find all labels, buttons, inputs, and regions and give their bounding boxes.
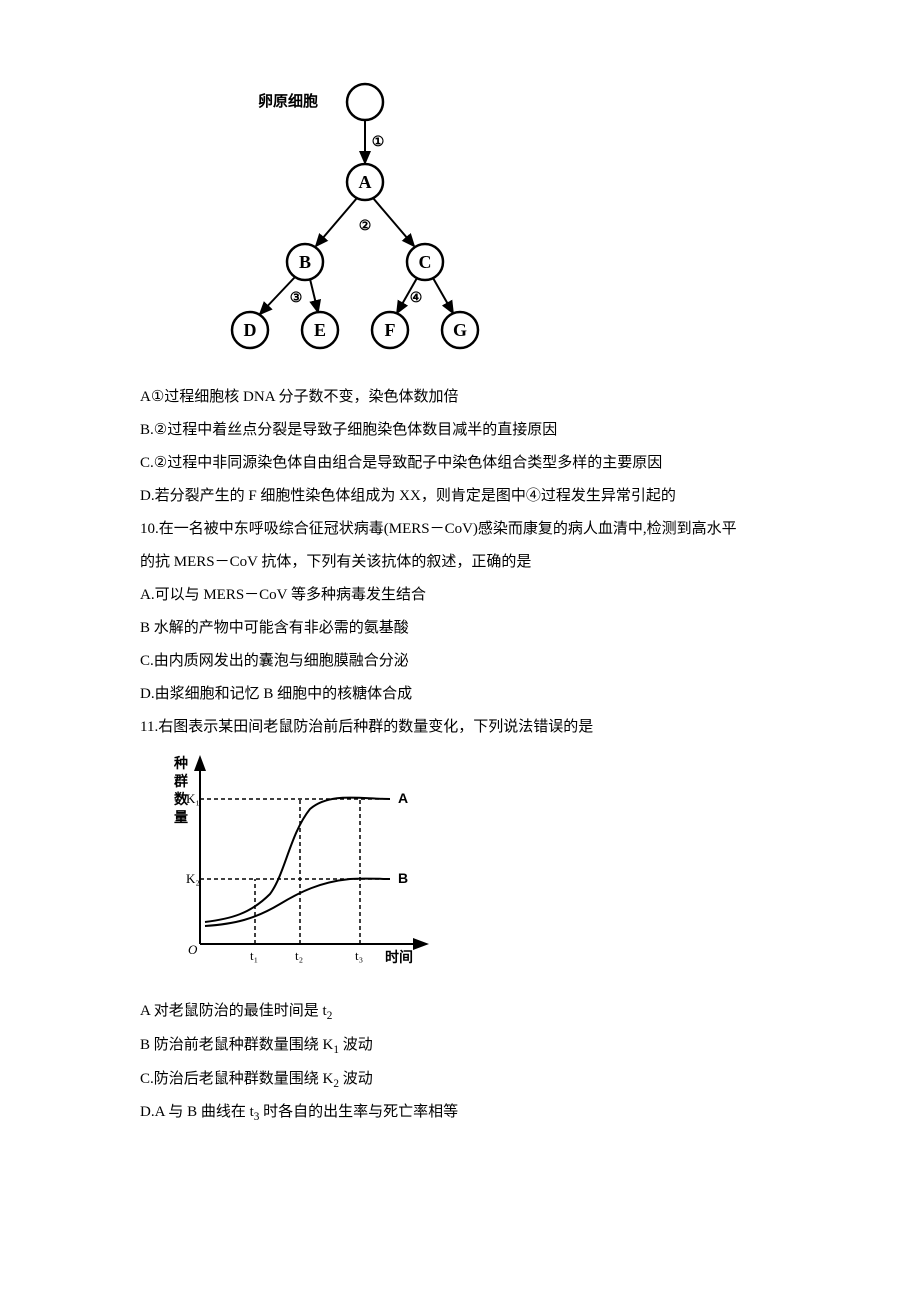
q11-option-c-post: 波动 <box>339 1071 373 1087</box>
tree-edge-label-4: ④ <box>410 291 423 306</box>
chart-ylabel-1: 种 <box>173 755 188 771</box>
q10-option-d: D.由浆细胞和记忆 B 细胞中的核糖体合成 <box>140 678 800 711</box>
q9-option-a: A①过程细胞核 DNA 分子数不变，染色体数加倍 <box>140 381 800 414</box>
q11-option-a-sub: 2 <box>327 1010 333 1022</box>
chart-curve-b <box>205 879 390 926</box>
chart-curve-a <box>205 798 390 922</box>
document-page: 卵原细胞 ① ② ③ ④ A B C D E F <box>0 0 920 1190</box>
q10-option-a: A.可以与 MERS－CoV 等多种病毒发生结合 <box>140 579 800 612</box>
tree-node-root <box>347 84 383 120</box>
chart-origin: O <box>188 942 198 957</box>
q11-option-b-pre: B 防治前老鼠种群数量围绕 K <box>140 1037 333 1053</box>
q11-option-d-post: 时各自的出生率与死亡率相等 <box>259 1104 458 1120</box>
tree-edge-2a <box>316 198 357 246</box>
q11-option-c: C.防治后老鼠种群数量围绕 K2 波动 <box>140 1063 800 1097</box>
tree-node-f-label: F <box>385 320 396 340</box>
q9-option-d: D.若分裂产生的 F 细胞性染色体组成为 XX，则肯定是图中④过程发生异常引起的 <box>140 480 800 513</box>
tree-node-a-label: A <box>359 172 372 192</box>
q11-option-d-pre: D.A 与 B 曲线在 t <box>140 1104 254 1120</box>
chart-k2-label: K₂ <box>186 871 200 886</box>
tree-edge-label-3: ③ <box>290 291 303 306</box>
q11-stem: 11.右图表示某田间老鼠防治前后种群的数量变化，下列说法错误的是 <box>140 711 800 744</box>
chart-series-a-label: A <box>398 790 408 806</box>
q11-option-a-text: A 对老鼠防治的最佳时间是 t <box>140 1003 327 1019</box>
meiosis-tree-diagram: 卵原细胞 ① ② ③ ④ A B C D E F <box>190 80 800 373</box>
tree-edge-label-2: ② <box>359 219 372 234</box>
q10-stem-line1: 10.在一名被中东呼吸综合征冠状病毒(MERS－CoV)感染而康复的病人血清中,… <box>140 513 800 546</box>
tree-node-g-label: G <box>453 320 467 340</box>
population-chart: 种 群 数 量 K₁ K₂ A B t₁ t₂ t₃ <box>150 744 800 987</box>
q11-option-a: A 对老鼠防治的最佳时间是 t2 <box>140 995 800 1029</box>
tree-header-label: 卵原细胞 <box>258 92 318 110</box>
chart-k1-label: K₁ <box>186 791 200 806</box>
q9-option-b: B.②过程中着丝点分裂是导致子细胞染色体数目减半的直接原因 <box>140 414 800 447</box>
q11-option-b-post: 波动 <box>339 1037 373 1053</box>
chart-ylabel-4: 量 <box>174 809 188 825</box>
tree-edge-label-1: ① <box>372 135 385 150</box>
q11-option-b: B 防治前老鼠种群数量围绕 K1 波动 <box>140 1029 800 1063</box>
tree-edge-4b <box>433 278 453 313</box>
tree-edge-3b <box>310 279 318 312</box>
q10-option-b: B 水解的产物中可能含有非必需的氨基酸 <box>140 612 800 645</box>
chart-ylabel-2: 群 <box>173 773 188 789</box>
chart-t3-label: t₃ <box>355 948 363 963</box>
tree-node-e-label: E <box>314 320 326 340</box>
q11-option-d: D.A 与 B 曲线在 t3 时各自的出生率与死亡率相等 <box>140 1096 800 1130</box>
chart-t2-label: t₂ <box>295 948 303 963</box>
chart-xlabel: 时间 <box>385 949 413 965</box>
q11-option-c-pre: C.防治后老鼠种群数量围绕 K <box>140 1071 333 1087</box>
tree-node-d-label: D <box>244 320 257 340</box>
q10-option-c: C.由内质网发出的囊泡与细胞膜融合分泌 <box>140 645 800 678</box>
q9-option-c: C.②过程中非同源染色体自由组合是导致配子中染色体组合类型多样的主要原因 <box>140 447 800 480</box>
tree-node-c-label: C <box>419 252 432 272</box>
tree-edge-2b <box>373 198 414 246</box>
chart-series-b-label: B <box>398 870 408 886</box>
tree-node-b-label: B <box>299 252 311 272</box>
q10-stem-line2: 的抗 MERS－CoV 抗体，下列有关该抗体的叙述，正确的是 <box>140 546 800 579</box>
chart-t1-label: t₁ <box>250 948 258 963</box>
